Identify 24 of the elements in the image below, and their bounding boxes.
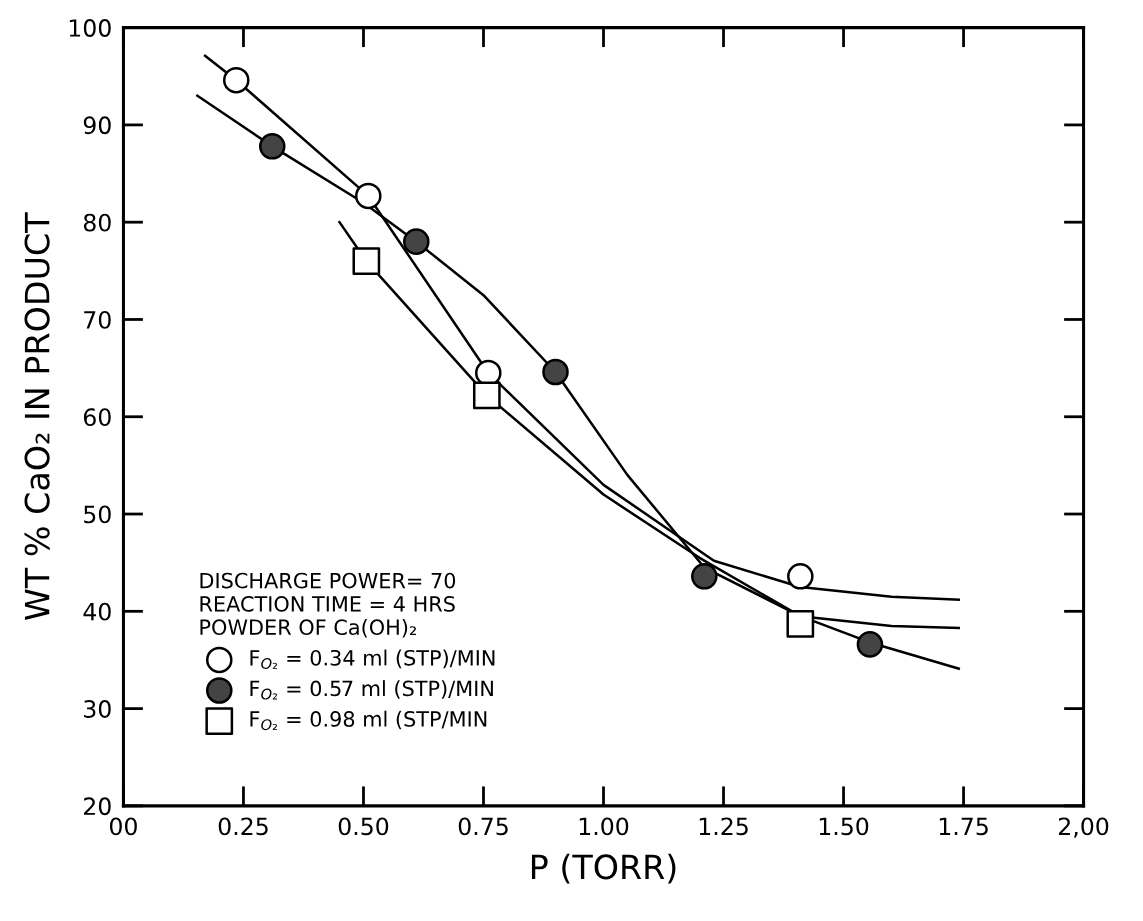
y-tick-label: 50 bbox=[84, 505, 111, 524]
legend-label: F$_{O₂}$ = 0.57 ml (STP)/MIN bbox=[250, 680, 493, 700]
y-tick-label: 20 bbox=[84, 797, 111, 816]
legend-label: F$_{O₂}$ = 0.34 ml (STP)/MIN bbox=[250, 649, 495, 670]
x-tick-label: 1.75 bbox=[939, 817, 988, 836]
y-tick-label: 80 bbox=[83, 213, 111, 232]
y-tick-label: 70 bbox=[84, 310, 111, 329]
y-tick-label: 60 bbox=[83, 408, 111, 427]
x-tick-label: 00 bbox=[109, 817, 137, 836]
x-axis-title: P (TORR) bbox=[531, 853, 676, 884]
y-tick-label: 90 bbox=[83, 116, 111, 135]
y-tick-label: 40 bbox=[83, 602, 111, 621]
legend-title: DISCHARGE POWER= 70 REACTION TIME = 4 HRS POWDER OF Ca(OH)₂ bbox=[200, 572, 456, 638]
y-tick-label: 30 bbox=[84, 700, 111, 718]
x-tick-label: 1.25 bbox=[699, 817, 748, 836]
x-tick-label: 0.25 bbox=[218, 817, 268, 836]
legend-label: F$_{O₂}$ = 0.98 ml (STP/MIN bbox=[250, 710, 487, 731]
x-tick-label: 0.50 bbox=[338, 817, 389, 836]
x-tick-label: 2,00 bbox=[1059, 817, 1109, 838]
x-tick-label: 0.75 bbox=[458, 817, 508, 836]
y-tick-label: 100 bbox=[69, 19, 111, 37]
x-tick-label: 1.00 bbox=[579, 817, 629, 836]
y-axis-title: WT % CaO₂ IN PRODUCT bbox=[24, 212, 50, 620]
x-tick-label: 1.50 bbox=[819, 817, 869, 836]
